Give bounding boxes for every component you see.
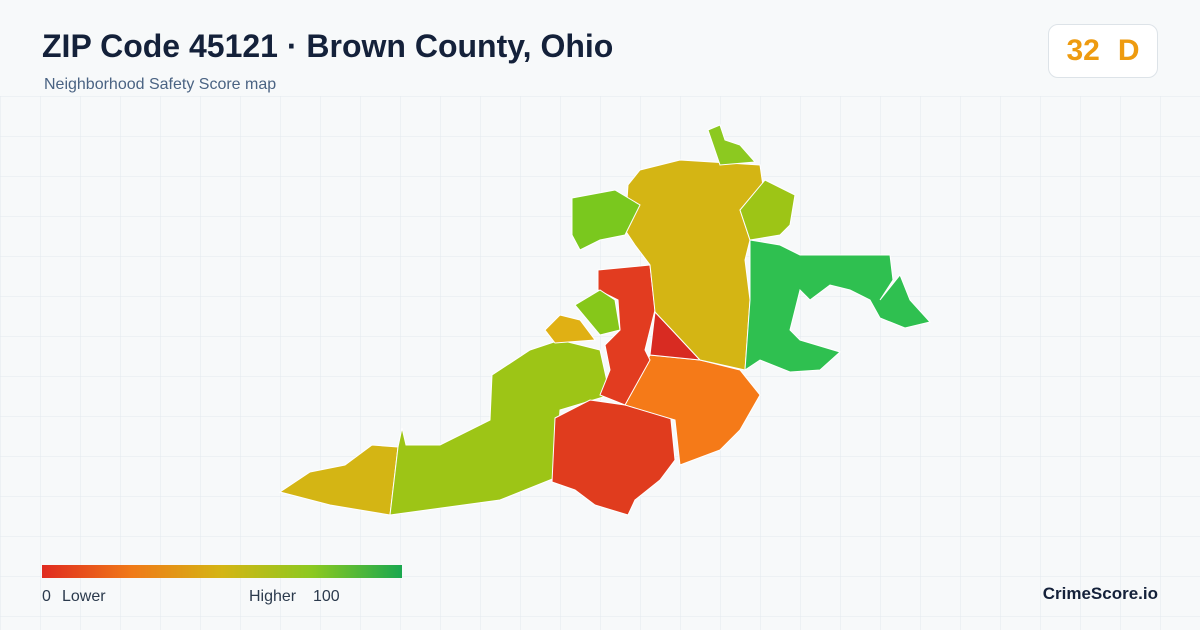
- title: ZIP Code 45121 · Brown County, Ohio: [42, 28, 614, 64]
- legend-min-text: Lower: [62, 588, 106, 605]
- score-value: 32: [1066, 34, 1100, 67]
- subtitle: Neighborhood Safety Score map: [44, 76, 277, 93]
- region: [551, 399, 676, 516]
- region: [571, 189, 641, 251]
- legend-bar: [42, 565, 402, 578]
- region: [739, 179, 796, 241]
- regions: [278, 124, 931, 516]
- score-grade: D: [1117, 34, 1140, 67]
- legend-max-text: Higher: [249, 588, 297, 605]
- legend-min: 0: [42, 588, 51, 605]
- region: [278, 444, 399, 516]
- region: [544, 314, 596, 344]
- brand: CrimeScore.io: [1042, 584, 1158, 603]
- legend-max: 100: [313, 588, 340, 605]
- score-badge: 32 D: [1048, 24, 1158, 78]
- region: [574, 289, 621, 336]
- region: [744, 239, 931, 373]
- region: [707, 124, 757, 166]
